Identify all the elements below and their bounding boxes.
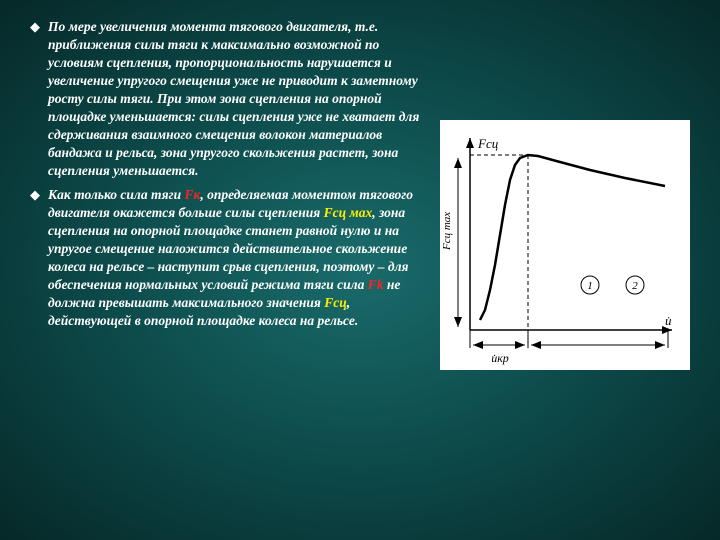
b2-p1: Как только сила тяги <box>48 187 184 202</box>
chart-svg: 1 2 Fсц Fсц max u̇ u̇кр <box>440 120 690 370</box>
chart-column: 1 2 Fсц Fсц max u̇ u̇кр <box>440 0 720 540</box>
fsc-1: Fсц мах <box>324 205 373 220</box>
fk-2: Fk <box>368 277 384 292</box>
text-column: ◆ По мере увеличения момента тягового дв… <box>0 0 440 540</box>
fk-1: Fк <box>184 187 200 202</box>
bullet-2-text: Как только сила тяги Fк, определяемая мо… <box>48 186 430 330</box>
bullet-1-text: По мере увеличения момента тягового двиг… <box>48 18 430 180</box>
bullet-marker: ◆ <box>30 18 48 180</box>
fsc-2: Fсц <box>324 295 347 310</box>
bullet-1: ◆ По мере увеличения момента тягового дв… <box>30 18 430 180</box>
dim-h2-arr-r <box>655 341 665 349</box>
y-annot: Fсц max <box>441 212 453 251</box>
adhesion-chart: 1 2 Fсц Fсц max u̇ u̇кр <box>440 120 690 370</box>
zone1-label: 1 <box>587 280 593 292</box>
x-annot: u̇кр <box>491 351 509 365</box>
bullet-marker: ◆ <box>30 186 48 330</box>
dim-v-arrow-top <box>454 158 462 168</box>
dim-h1-arr-l <box>473 341 483 349</box>
dim-v-arrow-bot <box>454 317 462 327</box>
dim-h2-arr-l <box>531 341 541 349</box>
dim-h1-arr-r <box>515 341 525 349</box>
x-label: u̇ <box>665 313 672 328</box>
y-axis-arrow <box>466 138 474 148</box>
curve <box>480 155 665 320</box>
y-label: Fсц <box>477 136 499 151</box>
zone2-label: 2 <box>632 280 638 292</box>
bullet-2: ◆ Как только сила тяги Fк, определяемая … <box>30 186 430 330</box>
